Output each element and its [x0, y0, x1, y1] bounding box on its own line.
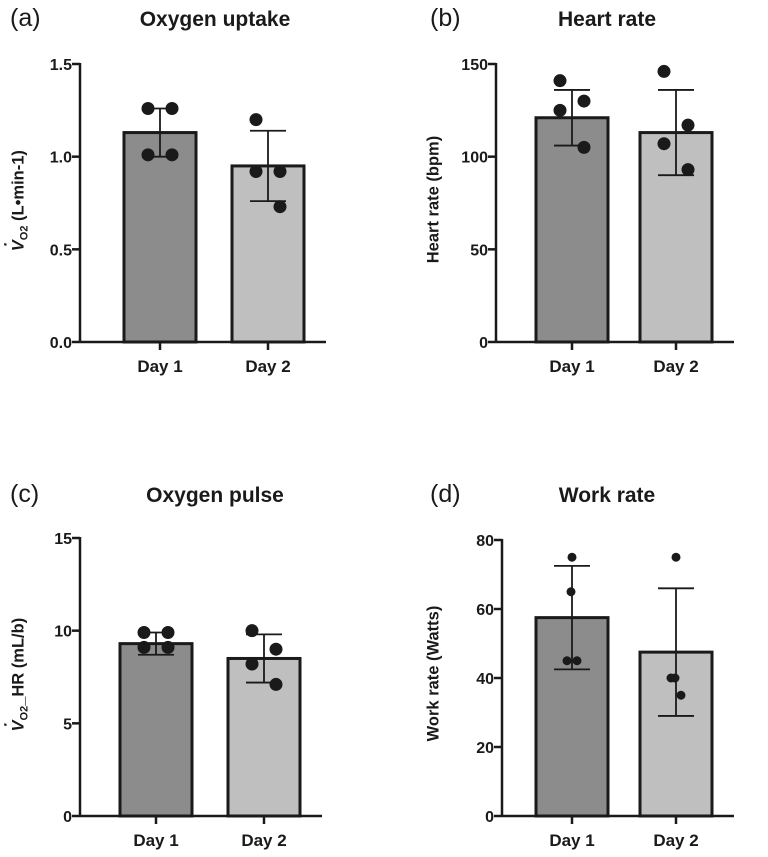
x-tick-label: Day 2: [241, 831, 286, 850]
x-tick-label: Day 1: [549, 357, 594, 376]
x-tick-label: Day 1: [133, 831, 178, 850]
data-point: [681, 118, 695, 132]
chart-svg-b: 0 50 100 150 Day 1 Day 2: [461, 57, 734, 376]
chart-title: Oxygen uptake: [139, 8, 291, 31]
panel-label: (d): [430, 480, 461, 508]
chart-svg-d: 0 20 40 60 80 Day 1 Day 2: [476, 533, 734, 850]
y-tick-label: 15: [54, 531, 72, 548]
x-tick-label: Day 2: [245, 357, 290, 376]
y-axis-label: Work rate (Watts): [424, 605, 443, 742]
data-point: [676, 690, 686, 700]
panel-label: (c): [10, 480, 40, 508]
chart-panel-b: 0 50 100 150 Day 1 Day 2 (b) Heart rate Heart…: [384, 0, 768, 428]
y-tick-label: 0: [63, 809, 72, 826]
y-tick-label: 0.5: [50, 242, 72, 259]
y-tick-label: 40: [476, 671, 494, 688]
data-point: [572, 656, 582, 666]
data-point: [671, 552, 681, 562]
y-tick-label: 1.0: [50, 150, 72, 167]
chart-svg-c: 0 5 10 15 Day 1 Day 2: [54, 531, 322, 850]
data-point: [273, 164, 287, 178]
data-point: [249, 113, 263, 127]
y-tick-label: 0: [485, 809, 494, 826]
chart-svg-a: 0.0 0.5 1.0 1.5 Day 1 Day 2: [50, 57, 326, 376]
chart-title: Work rate: [558, 484, 656, 507]
data-point: [141, 101, 155, 115]
chart-panel-d: 0 20 40 60 80 Day 1 Day 2 (d) Work rate Work r…: [384, 428, 768, 856]
data-point: [566, 587, 576, 597]
bar: [118, 642, 194, 818]
data-point: [657, 137, 671, 151]
data-point: [666, 673, 676, 683]
data-point: [137, 626, 151, 640]
data-point: [273, 200, 287, 214]
data-point: [165, 148, 179, 162]
x-tick-label: Day 2: [653, 357, 698, 376]
y-axis-label: VO2_HR (mL/b): [9, 585, 30, 765]
data-point: [269, 677, 283, 691]
y-axis-label: VO2 (L•min-1): [9, 111, 30, 291]
data-point: [567, 552, 577, 562]
chart-title: Oxygen pulse: [146, 484, 284, 507]
y-tick-label: 20: [476, 740, 494, 757]
y-tick-label: 0.0: [50, 335, 72, 352]
bar: [534, 116, 610, 344]
data-point: [161, 640, 175, 654]
data-point: [562, 656, 572, 666]
y-tick-label: 50: [470, 242, 488, 259]
y-tick-label: 0: [479, 335, 488, 352]
bar: [122, 131, 198, 344]
y-tick-label: 80: [476, 533, 494, 550]
data-point: [553, 103, 567, 117]
data-point: [245, 657, 259, 671]
data-point: [137, 640, 151, 654]
panel-label: (b): [430, 4, 461, 32]
data-point: [165, 101, 179, 115]
y-tick-label: 150: [461, 57, 488, 74]
data-point: [577, 140, 591, 154]
data-point: [577, 94, 591, 108]
data-point: [269, 642, 283, 656]
chart-panel-a: 0.0 0.5 1.0 1.5 Day 1 Day 2 (a) Oxygen uptake…: [0, 0, 384, 428]
chart-title: Heart rate: [557, 8, 657, 31]
y-axis-label: Heart rate (bpm): [424, 135, 443, 264]
data-point: [141, 148, 155, 162]
x-tick-label: Day 1: [137, 357, 182, 376]
chart-panel-c: 0 5 10 15 Day 1 Day 2 (c) Oxygen pulse VO2_HR…: [0, 428, 384, 856]
y-tick-label: 5: [63, 716, 72, 733]
x-tick-label: Day 2: [653, 831, 698, 850]
data-point: [161, 626, 175, 640]
data-point: [681, 163, 695, 177]
x-tick-label: Day 1: [549, 831, 594, 850]
panel-label: (a): [10, 4, 41, 32]
y-tick-label: 60: [476, 602, 494, 619]
data-point: [553, 74, 567, 88]
data-point: [245, 624, 259, 638]
y-tick-label: 100: [461, 150, 488, 167]
data-point: [249, 164, 263, 178]
data-point: [657, 64, 671, 78]
y-tick-label: 10: [54, 624, 72, 641]
y-tick-label: 1.5: [50, 57, 72, 74]
